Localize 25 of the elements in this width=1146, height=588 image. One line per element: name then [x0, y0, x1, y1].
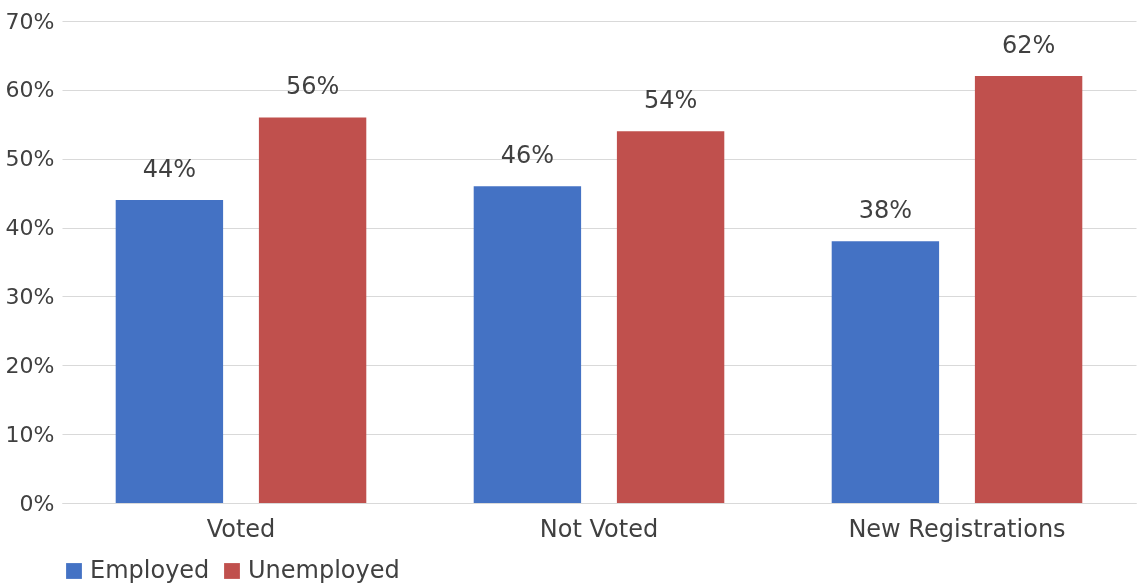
y-tick-label: 30% [5, 283, 55, 309]
data-label: 62% [1001, 31, 1056, 60]
y-tick-label: 50% [5, 146, 55, 172]
bar [616, 131, 725, 503]
y-tick-label: 40% [5, 215, 55, 241]
x-tick-label: Voted [206, 514, 276, 543]
x-tick-label: New Registrations [848, 514, 1066, 543]
y-tick-label: 0% [19, 490, 55, 516]
y-tick-label: 60% [5, 77, 55, 103]
bar [473, 186, 582, 503]
bar [115, 200, 224, 503]
x-tick-label: Not Voted [539, 514, 659, 543]
bar [258, 117, 367, 503]
y-tick-label: 20% [5, 352, 55, 378]
bar [831, 241, 940, 503]
data-label: 46% [500, 141, 555, 170]
data-label: 54% [643, 86, 698, 115]
legend-label: Employed [90, 556, 210, 584]
data-label: 44% [142, 155, 197, 184]
y-tick-label: 10% [5, 421, 55, 447]
data-label: 56% [285, 72, 340, 101]
y-tick-label: 70% [5, 8, 55, 34]
legend-label: Unemployed [248, 556, 400, 584]
bar [974, 76, 1083, 503]
data-label: 38% [858, 196, 913, 225]
